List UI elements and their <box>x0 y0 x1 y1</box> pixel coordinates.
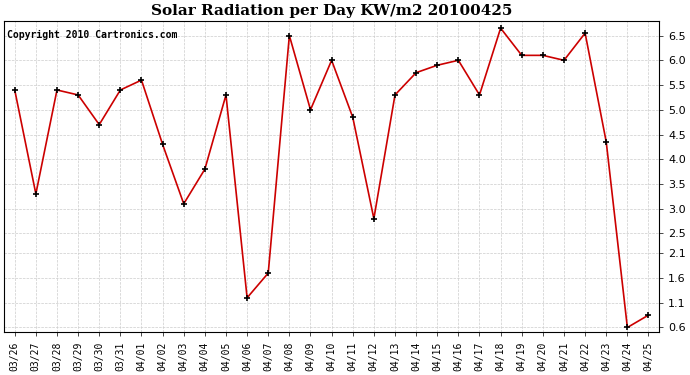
Text: Copyright 2010 Cartronics.com: Copyright 2010 Cartronics.com <box>8 30 178 40</box>
Title: Solar Radiation per Day KW/m2 20100425: Solar Radiation per Day KW/m2 20100425 <box>151 4 512 18</box>
